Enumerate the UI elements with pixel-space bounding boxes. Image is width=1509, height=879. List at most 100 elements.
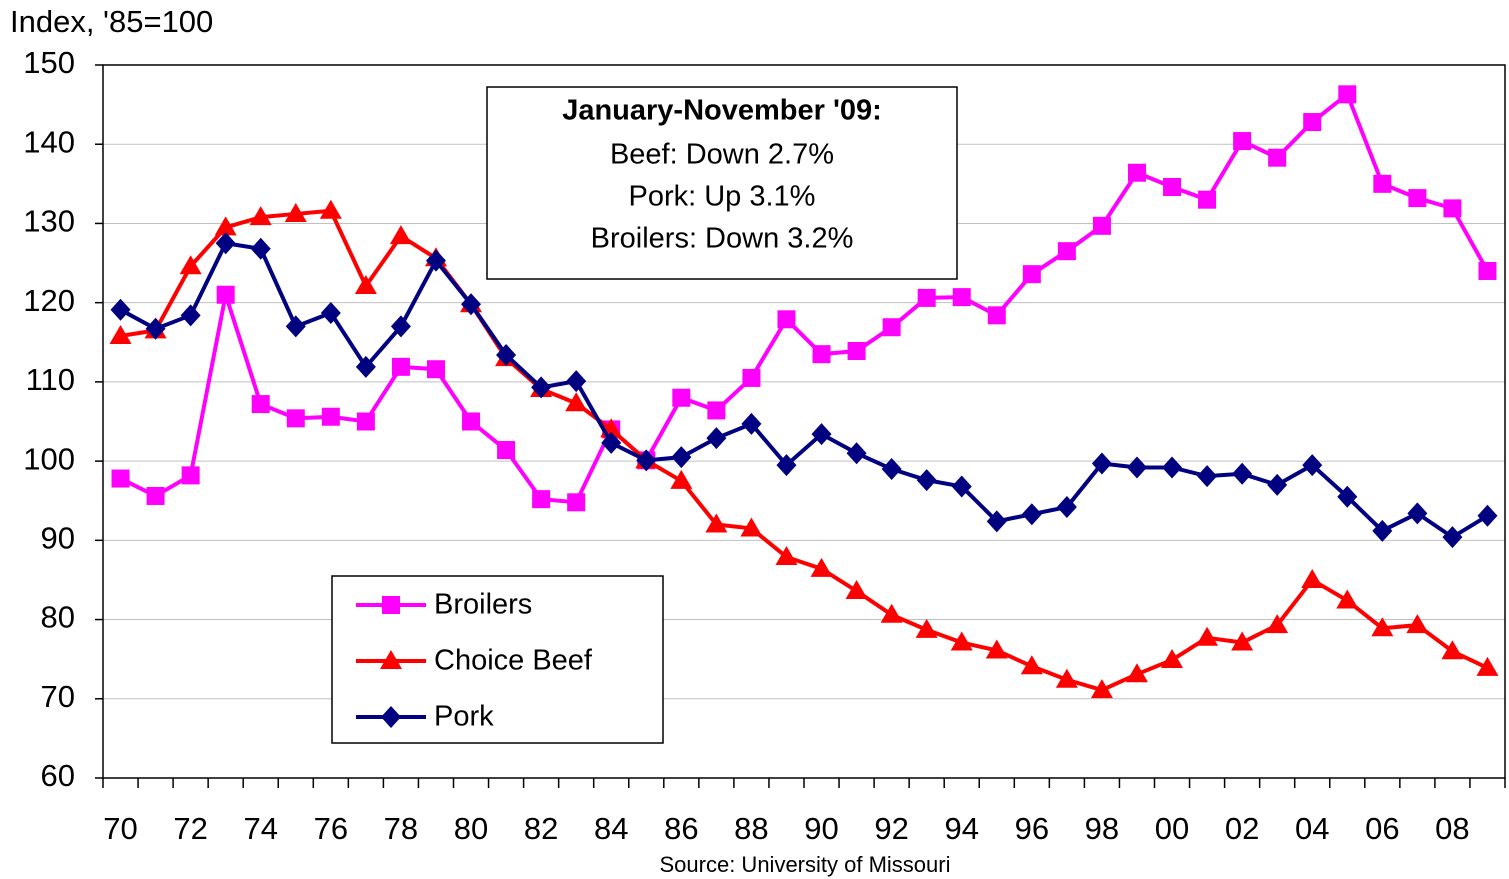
y-tick-label: 70 [41,679,75,714]
marker [319,199,342,219]
y-tick-label: 140 [23,124,75,159]
marker [391,357,410,376]
marker [952,288,971,307]
marker [1301,568,1324,588]
marker [1125,663,1148,683]
marker [181,466,200,485]
marker [565,392,588,412]
annotation-line: Beef: Down 2.7% [610,139,834,171]
x-tick-label: 86 [664,811,698,846]
marker [845,580,868,600]
x-tick-label: 76 [314,811,348,846]
marker [1233,132,1252,151]
marker [110,298,131,321]
marker [810,557,833,577]
marker [1476,656,1499,676]
legend: Broilers Choice Beef Pork [331,575,664,744]
marker [354,275,377,295]
marker [1267,473,1288,496]
marker [461,293,482,316]
marker [670,469,693,489]
marker [880,603,903,623]
marker [672,388,691,407]
legend-label: Choice Beef [434,645,593,677]
series [110,232,1498,549]
marker [1268,148,1287,167]
marker [382,596,400,614]
marker [1337,485,1358,508]
marker [776,454,797,477]
marker [179,255,202,275]
marker [987,306,1006,325]
marker [286,409,305,428]
legend-label: Pork [434,701,494,733]
marker [389,225,412,245]
legend-label: Broilers [434,589,532,621]
marker [1407,502,1428,525]
marker [1441,640,1464,660]
y-tick-label: 90 [41,521,75,556]
x-tick-label: 00 [1155,811,1189,846]
marker [1408,189,1427,208]
marker [356,412,375,431]
marker [706,427,727,450]
marker [741,412,762,435]
x-tick-label: 70 [103,811,137,846]
marker [250,237,271,260]
marker [1477,504,1498,527]
marker [381,706,401,728]
marker [1127,163,1146,182]
series-line [119,91,1490,505]
y-tick-label: 110 [26,362,75,397]
marker [671,446,692,469]
x-tick-label: 02 [1225,811,1259,846]
marker [425,249,446,272]
marker [1056,496,1077,519]
marker [951,475,972,498]
marker [882,318,901,337]
marker [146,486,165,505]
marker [986,510,1007,533]
y-tick-label: 60 [41,758,75,793]
annotation-title: January-November '09: [562,95,882,127]
y-tick-label: 80 [41,600,75,635]
marker [1231,631,1254,651]
marker [985,639,1008,659]
marker [950,631,973,651]
marker [775,545,798,565]
marker [321,407,340,426]
marker [846,442,867,465]
marker [1057,242,1076,261]
annotation: January-November '09: Beef: Down 2.7% Pork… [486,86,958,280]
x-tick-label: 84 [594,811,628,846]
x-tick-label: 80 [454,811,488,846]
marker [1196,626,1219,646]
x-tick-label: 96 [1015,811,1049,846]
series-line [119,241,1489,540]
marker [285,315,306,338]
marker [390,315,411,338]
x-tick-label: 88 [734,811,768,846]
marker [811,423,832,446]
marker [216,285,235,304]
marker [1092,216,1111,235]
y-tick-label: 120 [23,283,75,318]
y-axis-title: Index, '85=100 [10,4,213,39]
marker [249,206,272,226]
marker [1020,655,1043,675]
marker [1126,456,1147,479]
marker [145,317,166,340]
x-tick-label: 04 [1295,811,1329,846]
y-tick-label: 130 [23,204,75,239]
marker [1162,456,1183,479]
marker [1198,190,1217,209]
x-tick-label: 08 [1435,811,1469,846]
marker [1021,503,1042,526]
marker [251,395,270,414]
marker [497,441,516,460]
marker [1338,85,1357,104]
marker [1406,614,1429,634]
marker [532,490,551,509]
